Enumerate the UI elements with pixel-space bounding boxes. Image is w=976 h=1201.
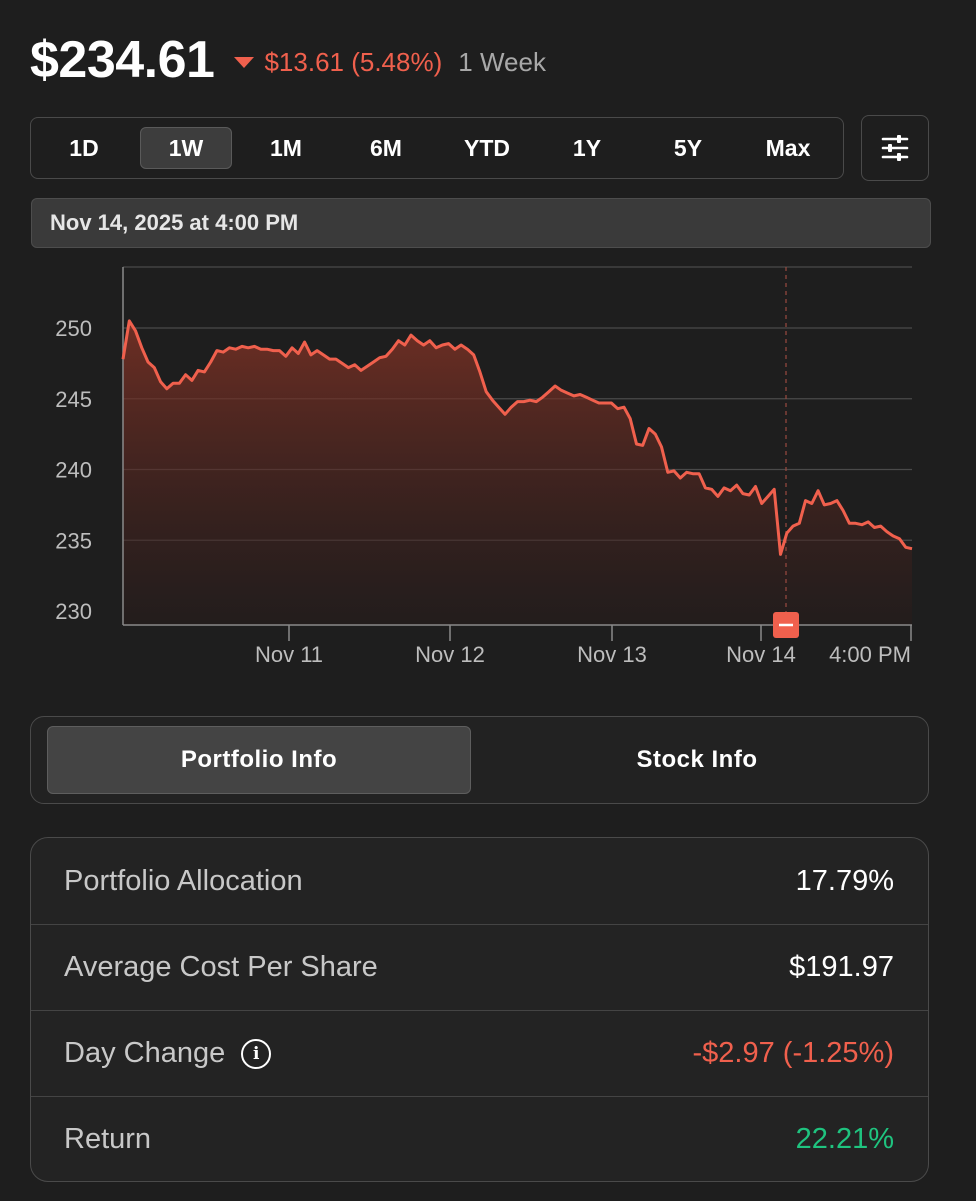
range-ytd-button[interactable]: YTD	[464, 134, 510, 161]
range-1d-button[interactable]: 1D	[69, 134, 99, 161]
y-tick-label: 245	[55, 387, 92, 412]
y-tick-label: 250	[55, 316, 92, 341]
range-1y-button[interactable]: 1Y	[572, 134, 602, 161]
range-1m-button[interactable]: 1M	[270, 134, 302, 161]
info-value: $191.97	[789, 951, 894, 983]
info-tabs: Portfolio Info Stock Info	[30, 716, 929, 804]
info-label-group: Day Change i	[64, 1037, 272, 1070]
sliders-icon	[881, 135, 909, 161]
info-row-average-cost: Average Cost Per Share $191.97	[31, 924, 928, 1010]
price-header: $234.61 $13.61 (5.48%) 1 Week	[30, 28, 546, 92]
info-row-return: Return 22.21%	[31, 1096, 928, 1181]
chart-settings-button[interactable]	[861, 115, 929, 181]
current-price: $234.61	[30, 31, 215, 89]
x-tick-label: Nov 14	[726, 642, 796, 667]
portfolio-info-card: Portfolio Allocation 17.79% Average Cost…	[30, 837, 929, 1182]
info-value: 22.21%	[795, 1123, 894, 1155]
y-tick-label: 240	[55, 458, 92, 483]
info-value: 17.79%	[795, 864, 894, 897]
info-value: -$2.97 (-1.25%)	[692, 1037, 895, 1069]
range-1w-button[interactable]: 1W	[140, 127, 232, 169]
price-area-fill	[123, 320, 912, 625]
selected-date-label: Nov 14, 2025 at 4:00 PM	[31, 198, 931, 248]
y-tick-label: 235	[55, 528, 92, 553]
tab-portfolio-info[interactable]: Portfolio Info	[47, 726, 471, 794]
price-series-line	[121, 319, 913, 556]
info-icon[interactable]: i	[241, 1038, 272, 1069]
x-ticks: Nov 11 Nov 12 Nov 13 Nov 14 4:00 PM	[255, 625, 912, 667]
range-max-button[interactable]: Max	[765, 134, 811, 161]
y-ticks: 230 235 240 245 250	[55, 316, 92, 624]
scrubber-handle[interactable]	[773, 612, 799, 638]
y-tick-label: 230	[55, 599, 92, 624]
info-label: Day Change	[64, 1037, 226, 1069]
info-label: Return	[64, 1123, 152, 1155]
info-row-portfolio-allocation: Portfolio Allocation 17.79%	[31, 838, 928, 924]
tab-stock-info[interactable]: Stock Info	[636, 746, 758, 773]
price-change: $13.61 (5.48%)	[264, 46, 443, 77]
x-tick-label: Nov 12	[415, 642, 485, 667]
range-selector: 1D 1W 1M 6M YTD 1Y 5Y Max	[30, 117, 844, 179]
x-tick-label: Nov 11	[255, 642, 323, 667]
info-label: Average Cost Per Share	[64, 951, 378, 983]
x-tick-label: Nov 13	[577, 642, 647, 667]
period-label: 1 Week	[458, 46, 546, 77]
info-row-day-change: Day Change i -$2.97 (-1.25%)	[31, 1010, 928, 1096]
range-5y-button[interactable]: 5Y	[673, 134, 703, 161]
x-tick-label: 4:00 PM	[829, 642, 911, 667]
triangle-down-icon	[234, 56, 255, 68]
price-chart[interactable]: 230 235 240 245 250 Nov 11 Nov 12 Nov 13 Nov 14…	[0, 255, 976, 675]
range-6m-button[interactable]: 6M	[370, 134, 402, 161]
info-label: Portfolio Allocation	[64, 864, 303, 897]
